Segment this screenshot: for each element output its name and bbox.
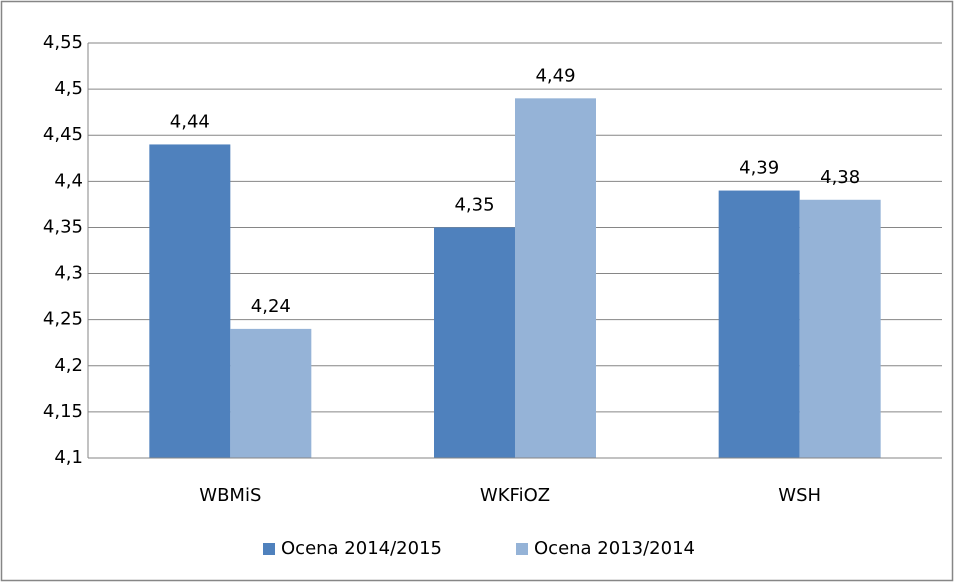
y-tick-label: 4,4 bbox=[54, 170, 83, 191]
x-tick-label: WSH bbox=[778, 485, 821, 506]
legend-swatch bbox=[516, 543, 528, 555]
legend-swatch bbox=[263, 543, 275, 555]
data-label: 4,49 bbox=[535, 65, 575, 86]
bar bbox=[718, 190, 800, 459]
bar bbox=[515, 98, 596, 458]
bar bbox=[149, 144, 231, 458]
x-tick-label: WKFiOZ bbox=[480, 485, 550, 506]
y-tick-label: 4,45 bbox=[43, 124, 83, 145]
data-label: 4,35 bbox=[454, 194, 494, 215]
data-label: 4,38 bbox=[820, 167, 860, 188]
y-tick-label: 4,2 bbox=[54, 355, 83, 376]
y-tick-label: 4,15 bbox=[43, 401, 83, 422]
y-tick-label: 4,25 bbox=[43, 309, 83, 330]
data-label: 4,39 bbox=[739, 158, 779, 179]
legend-label: Ocena 2014/2015 bbox=[281, 538, 442, 559]
bar bbox=[230, 328, 312, 458]
bar bbox=[434, 227, 515, 458]
data-label: 4,44 bbox=[170, 111, 210, 132]
bar bbox=[799, 199, 881, 458]
y-tick-label: 4,3 bbox=[54, 263, 83, 284]
y-tick-label: 4,5 bbox=[54, 78, 83, 99]
y-tick-label: 4,55 bbox=[43, 32, 83, 53]
y-tick-label: 4,1 bbox=[54, 447, 83, 468]
data-label: 4,24 bbox=[251, 296, 291, 317]
legend-label: Ocena 2013/2014 bbox=[534, 538, 695, 559]
y-tick-label: 4,35 bbox=[43, 216, 83, 237]
x-tick-label: WBMiS bbox=[199, 485, 261, 506]
